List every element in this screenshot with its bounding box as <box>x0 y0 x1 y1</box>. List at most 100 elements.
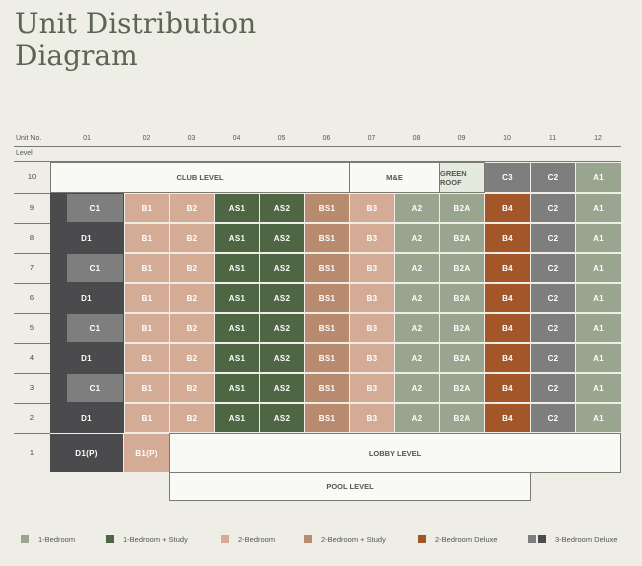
unit-cell: A2 <box>395 224 439 252</box>
title-line-2: Diagram <box>15 39 138 72</box>
pool-level: POOL LEVEL <box>169 472 531 501</box>
unit-cell: B2 <box>170 404 214 432</box>
unit-cell: A2 <box>395 374 439 402</box>
unit-cell: BS1 <box>305 284 349 312</box>
legend-label: 3-Bedroom Deluxe <box>555 534 618 544</box>
unit-cell: BS1 <box>305 224 349 252</box>
lobby-level: LOBBY LEVEL <box>169 433 621 473</box>
unit-cell: B2A <box>440 254 484 282</box>
unit-cell: C3 <box>485 163 530 192</box>
row-divider <box>14 372 50 374</box>
legend-label: 1-Bedroom + Study <box>123 534 188 544</box>
unit-cell: B3 <box>350 344 394 372</box>
level-label: 3 <box>29 382 35 392</box>
unit-cell: A1 <box>576 404 621 432</box>
legend-item: 3-Bedroom Deluxe <box>528 533 618 545</box>
unit-column-header: 01 <box>83 135 91 142</box>
unit-cell: C2 <box>531 284 575 312</box>
unit-cell: B2A <box>440 224 484 252</box>
unit-cell: C1 <box>67 374 123 402</box>
unit-column-header: 03 <box>187 135 196 142</box>
unit-cell: AS2 <box>260 284 304 312</box>
unit-cell: A1 <box>576 224 621 252</box>
unit-cell: C2 <box>531 224 575 252</box>
unit-cell: B4 <box>485 224 530 252</box>
page-title: Unit Distribution Diagram <box>15 8 256 72</box>
green-roof: GREEN ROOF <box>439 162 485 193</box>
legend-label: 2-Bedroom <box>238 534 276 544</box>
row-divider <box>14 402 50 404</box>
legend-swatch <box>538 535 546 543</box>
legend-swatch <box>221 535 229 543</box>
header-divider <box>14 161 621 162</box>
unit-cell: B2 <box>170 344 214 372</box>
unit-cell: C2 <box>531 344 575 372</box>
unit-cell: B3 <box>350 224 394 252</box>
unit-cell: C2 <box>531 163 575 192</box>
unit-cell: B2 <box>170 224 214 252</box>
unit-column-header: 04 <box>232 135 241 142</box>
unit-cell: B3 <box>350 404 394 432</box>
unit-no-header: Unit No. <box>16 135 42 142</box>
level-label: 9 <box>29 202 35 212</box>
unit-cell: AS2 <box>260 254 304 282</box>
unit-cell: B1 <box>125 404 169 432</box>
legend-swatch <box>106 535 114 543</box>
unit-cell: C2 <box>531 194 575 222</box>
unit-cell: B3 <box>350 314 394 342</box>
unit-cell: AS1 <box>215 224 259 252</box>
unit-cell: D1 <box>50 284 123 312</box>
legend-item: 1-Bedroom + Study <box>106 533 188 545</box>
row-divider <box>14 432 50 434</box>
unit-cell: AS1 <box>215 404 259 432</box>
level-label: 10 <box>27 172 37 181</box>
unit-cell: B1 <box>125 284 169 312</box>
unit-cell: A1 <box>576 254 621 282</box>
unit-cell: A1 <box>576 163 621 192</box>
unit-cell: B4 <box>485 254 530 282</box>
level-label: 4 <box>29 352 35 362</box>
unit-cell: AS1 <box>215 194 259 222</box>
unit-cell: B4 <box>485 374 530 402</box>
row-divider <box>14 312 50 314</box>
unit-column-header: 02 <box>142 135 151 142</box>
unit-cell: BS1 <box>305 404 349 432</box>
level-label: 6 <box>29 292 35 302</box>
level-label: 1 <box>29 447 35 457</box>
legend-swatch <box>21 535 29 543</box>
row-divider <box>14 282 50 284</box>
unit-cell: B2A <box>440 284 484 312</box>
level-label: 5 <box>29 322 35 332</box>
unit-column-header: 08 <box>412 135 421 142</box>
unit-cell: BS1 <box>305 314 349 342</box>
unit-cell: B3 <box>350 284 394 312</box>
level-label: 2 <box>29 412 35 422</box>
unit-cell: B1 <box>125 374 169 402</box>
unit-cell: AS2 <box>260 224 304 252</box>
level-header: Level <box>16 150 33 157</box>
header-divider <box>14 146 621 147</box>
unit-cell: B2 <box>170 194 214 222</box>
unit-column-header: 10 <box>503 135 511 142</box>
mechanical-electrical-area: M&E <box>349 162 440 193</box>
unit-cell: AS1 <box>215 254 259 282</box>
unit-column-header: 06 <box>322 135 331 142</box>
unit-cell: B2A <box>440 194 484 222</box>
unit-cell: B2 <box>170 284 214 312</box>
unit-cell: B2A <box>440 404 484 432</box>
unit-cell: D1 <box>50 224 123 252</box>
unit-cell: AS1 <box>215 314 259 342</box>
unit-cell: D1(P) <box>50 434 123 472</box>
unit-cell: A2 <box>395 344 439 372</box>
unit-cell: C2 <box>531 254 575 282</box>
unit-cell: B1 <box>125 314 169 342</box>
club-level: CLUB LEVEL <box>50 162 350 193</box>
legend-swatch <box>304 535 312 543</box>
unit-cell: C1 <box>67 254 123 282</box>
unit-cell: B3 <box>350 194 394 222</box>
unit-cell: D1 <box>50 344 123 372</box>
unit-cell: BS1 <box>305 254 349 282</box>
legend-item: 2-Bedroom Deluxe <box>418 533 498 545</box>
unit-cell: C1 <box>67 314 123 342</box>
unit-cell: AS1 <box>215 284 259 312</box>
